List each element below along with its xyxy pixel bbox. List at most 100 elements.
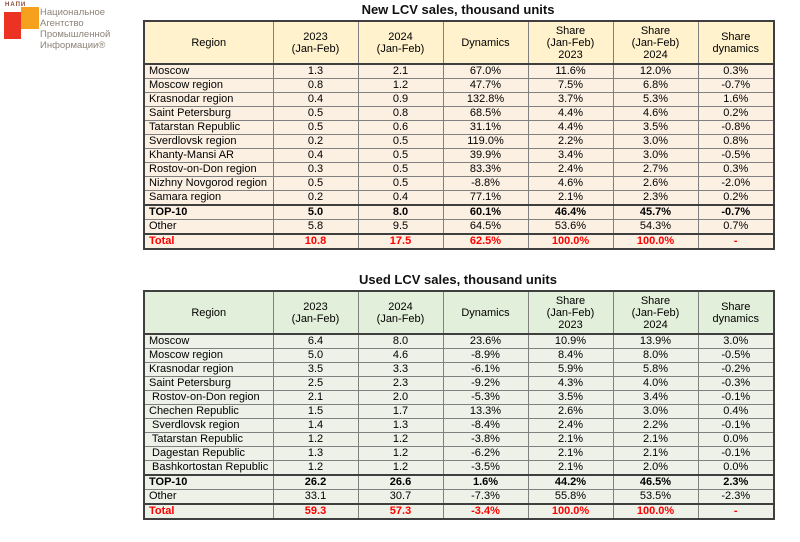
value-cell: 0.8 — [272, 78, 359, 93]
region-cell: Other — [143, 489, 274, 505]
value-cell: 67.0% — [442, 63, 529, 79]
logo-red-square — [4, 12, 21, 39]
value-cell: -0.7% — [697, 78, 775, 93]
value-cell: 0.3 — [272, 162, 359, 177]
column-header: Region — [143, 290, 274, 335]
value-cell: 0.3% — [697, 63, 775, 79]
value-cell: 5.8 — [272, 219, 359, 235]
table-row: Dagestan Republic 1.3 1.2 -6.2% 2.1% 2.1% -0.1… — [143, 446, 775, 461]
value-cell: -6.2% — [442, 446, 529, 461]
column-header: 2023 (Jan-Feb) — [272, 290, 359, 335]
value-cell: 23.6% — [442, 333, 529, 349]
value-cell: 100.0% — [612, 503, 699, 520]
value-cell: 60.1% — [442, 204, 529, 220]
value-cell: -0.5% — [697, 148, 775, 163]
value-cell: -8.4% — [442, 418, 529, 433]
value-cell: 0.5 — [272, 120, 359, 135]
value-cell: 2.1% — [527, 190, 614, 206]
value-cell: 2.3% — [612, 190, 699, 206]
value-cell: 4.4% — [527, 120, 614, 135]
region-cell: Saint Petersburg — [143, 106, 274, 121]
value-cell: 1.5 — [272, 404, 359, 419]
table-header-row: Region 2023 (Jan-Feb) 2024 (Jan-Feb) Dynami… — [143, 290, 775, 335]
value-cell: 1.3 — [357, 418, 444, 433]
table-row: Tatarstan Republic 1.2 1.2 -3.8% 2.1% 2.1% 0.0… — [143, 432, 775, 447]
logo-text-line: Промышленной — [40, 29, 111, 40]
value-cell: 39.9% — [442, 148, 529, 163]
value-cell: 2.2% — [612, 418, 699, 433]
column-header: Share (Jan-Feb) 2024 — [612, 20, 699, 65]
value-cell: 0.2 — [272, 190, 359, 206]
region-cell: Tatarstan Republic — [143, 120, 274, 135]
region-cell: Bashkortostan Republic — [143, 460, 274, 476]
column-header: 2024 (Jan-Feb) — [357, 290, 444, 335]
value-cell: 5.9% — [527, 362, 614, 377]
column-header: Dynamics — [442, 290, 529, 335]
value-cell: 3.0% — [612, 148, 699, 163]
table-row: Moscow 6.4 8.0 23.6% 10.9% 13.9% 3.0% — [143, 333, 775, 349]
value-cell: 1.3 — [272, 446, 359, 461]
value-cell: -0.1% — [697, 418, 775, 433]
value-cell: 3.7% — [527, 92, 614, 107]
value-cell: 4.6% — [527, 176, 614, 191]
region-cell: Chechen Republic — [143, 404, 274, 419]
table-row: Saint Petersburg 0.5 0.8 68.5% 4.4% 4.6% 0.2% — [143, 106, 775, 121]
table-row: Rostov-on-Don region 0.3 0.5 83.3% 2.4% 2.7% 0… — [143, 162, 775, 177]
value-cell: 26.6 — [357, 474, 444, 490]
value-cell: 5.0 — [272, 204, 359, 220]
value-cell: - — [697, 233, 775, 250]
value-cell: -8.9% — [442, 348, 529, 363]
table-row: Nizhny Novgorod region 0.5 0.5 -8.8% 4.6% 2.6… — [143, 176, 775, 191]
column-header: Share (Jan-Feb) 2024 — [612, 290, 699, 335]
value-cell: 0.8 — [357, 106, 444, 121]
value-cell: 0.5 — [357, 176, 444, 191]
value-cell: 1.2 — [272, 432, 359, 447]
value-cell: -9.2% — [442, 376, 529, 391]
value-cell: 53.6% — [527, 219, 614, 235]
value-cell: 57.3 — [357, 503, 444, 520]
used-lcv-sales-section: Used LCV sales, thousand units Region 202… — [143, 272, 775, 520]
value-cell: 2.1% — [527, 432, 614, 447]
value-cell: 3.5% — [612, 120, 699, 135]
value-cell: 0.8% — [697, 134, 775, 149]
value-cell: 3.0% — [697, 333, 775, 349]
value-cell: 2.1% — [527, 460, 614, 476]
value-cell: 0.5 — [272, 106, 359, 121]
region-cell: Sverdlovsk region — [143, 418, 274, 433]
column-header: 2023 (Jan-Feb) — [272, 20, 359, 65]
value-cell: -0.3% — [697, 376, 775, 391]
value-cell: 0.0% — [697, 432, 775, 447]
value-cell: 2.1 — [272, 390, 359, 405]
value-cell: 119.0% — [442, 134, 529, 149]
table-header-row: Region 2023 (Jan-Feb) 2024 (Jan-Feb) Dynami… — [143, 20, 775, 65]
value-cell: 1.6% — [442, 474, 529, 490]
value-cell: -0.7% — [697, 204, 775, 220]
value-cell: -0.2% — [697, 362, 775, 377]
napi-logo: НАПИ Национальное Агентство Промышленной… — [4, 2, 144, 62]
value-cell: 1.6% — [697, 92, 775, 107]
value-cell: 0.9 — [357, 92, 444, 107]
table-row: Chechen Republic 1.5 1.7 13.3% 2.6% 3.0% 0.4% — [143, 404, 775, 419]
value-cell: 64.5% — [442, 219, 529, 235]
value-cell: 1.7 — [357, 404, 444, 419]
value-cell: 0.0% — [697, 460, 775, 476]
value-cell: 0.2 — [272, 134, 359, 149]
value-cell: 100.0% — [527, 233, 614, 250]
value-cell: 4.6% — [612, 106, 699, 121]
value-cell: 2.1% — [612, 446, 699, 461]
region-cell: Total — [143, 503, 274, 520]
value-cell: 46.5% — [612, 474, 699, 490]
value-cell: 3.3 — [357, 362, 444, 377]
value-cell: 0.7% — [697, 219, 775, 235]
table-row: Moscow region 0.8 1.2 47.7% 7.5% 6.8% -0.7% — [143, 78, 775, 93]
value-cell: -3.4% — [442, 503, 529, 520]
value-cell: -5.3% — [442, 390, 529, 405]
value-cell: 0.4% — [697, 404, 775, 419]
value-cell: 2.1 — [357, 63, 444, 79]
value-cell: 5.0 — [272, 348, 359, 363]
region-cell: Nizhny Novgorod region — [143, 176, 274, 191]
value-cell: 3.5 — [272, 362, 359, 377]
column-header: Share dynamics — [697, 290, 775, 335]
value-cell: 0.4 — [272, 148, 359, 163]
value-cell: 3.0% — [612, 404, 699, 419]
